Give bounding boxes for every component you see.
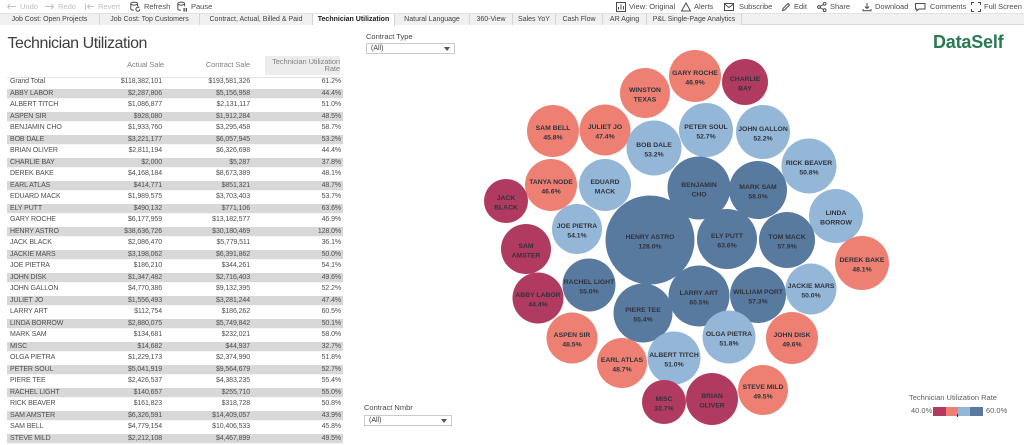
svg-text:EARL ATLAS: EARL ATLAS: [601, 357, 644, 364]
svg-text:DEREK BAKE: DEREK BAKE: [840, 257, 885, 264]
svg-text:RICK BEAVER: RICK BEAVER: [786, 160, 832, 167]
svg-text:JOHN GALLON: JOHN GALLON: [738, 126, 788, 133]
svg-text:44.4%: 44.4%: [528, 301, 547, 308]
svg-text:BOB DALE: BOB DALE: [636, 142, 672, 149]
svg-text:JOHN DISK: JOHN DISK: [773, 332, 810, 339]
svg-text:CHARLIE: CHARLIE: [730, 76, 761, 83]
svg-text:EDUARD: EDUARD: [590, 179, 619, 186]
svg-text:SAM BELL: SAM BELL: [536, 125, 571, 132]
svg-text:BRIAN: BRIAN: [701, 393, 723, 400]
svg-text:RACHEL LIGHT: RACHEL LIGHT: [564, 279, 615, 286]
svg-text:PIERE TEE: PIERE TEE: [625, 307, 661, 314]
svg-text:BAY: BAY: [738, 85, 752, 92]
svg-text:JACKIE MARS: JACKIE MARS: [788, 283, 835, 290]
svg-text:51.8%: 51.8%: [719, 340, 738, 347]
svg-text:WILLIAM PORT: WILLIAM PORT: [733, 289, 784, 296]
svg-text:128.0%: 128.0%: [638, 243, 661, 250]
svg-text:57.3%: 57.3%: [748, 298, 767, 305]
svg-text:HENRY ASTRO: HENRY ASTRO: [626, 234, 675, 241]
svg-text:54.1%: 54.1%: [567, 232, 586, 239]
svg-text:53.2%: 53.2%: [644, 151, 663, 158]
svg-text:MISC: MISC: [656, 396, 673, 403]
svg-text:BLACK: BLACK: [494, 204, 518, 211]
svg-text:PETER SOUL: PETER SOUL: [684, 124, 727, 131]
svg-text:48.1%: 48.1%: [852, 266, 871, 273]
svg-text:GARY ROCHE: GARY ROCHE: [672, 70, 718, 77]
svg-text:57.9%: 57.9%: [777, 243, 796, 250]
svg-text:58.0%: 58.0%: [748, 193, 767, 200]
svg-text:ASPEN SIR: ASPEN SIR: [554, 332, 591, 339]
svg-text:46.9%: 46.9%: [685, 79, 704, 86]
svg-text:MARK SAM: MARK SAM: [739, 184, 777, 191]
svg-text:JOE PIETRA: JOE PIETRA: [557, 223, 598, 230]
svg-text:48.7%: 48.7%: [612, 366, 631, 373]
svg-text:CHO: CHO: [691, 191, 706, 198]
svg-text:52.7%: 52.7%: [696, 133, 715, 140]
svg-text:50.0%: 50.0%: [801, 292, 820, 299]
svg-text:55.4%: 55.4%: [633, 316, 652, 323]
svg-text:60.5%: 60.5%: [689, 299, 708, 306]
svg-text:47.4%: 47.4%: [595, 133, 614, 140]
svg-text:JACK: JACK: [497, 195, 516, 202]
svg-text:SAM: SAM: [518, 243, 533, 250]
svg-text:LINDA: LINDA: [826, 210, 847, 217]
svg-text:55.0%: 55.0%: [579, 288, 598, 295]
svg-text:MACK: MACK: [595, 188, 615, 195]
svg-text:TEXAS: TEXAS: [634, 96, 657, 103]
svg-text:49.5%: 49.5%: [753, 393, 772, 400]
svg-text:WINSTON: WINSTON: [629, 87, 661, 94]
svg-text:49.6%: 49.6%: [782, 341, 801, 348]
svg-text:32.7%: 32.7%: [654, 405, 673, 412]
svg-text:LARRY ART: LARRY ART: [680, 290, 719, 297]
svg-text:48.5%: 48.5%: [562, 341, 581, 348]
svg-text:AMSTER: AMSTER: [512, 252, 541, 259]
svg-text:JULIET JO: JULIET JO: [588, 124, 622, 131]
svg-text:BENJAMIN: BENJAMIN: [681, 182, 717, 189]
svg-text:ABBY LABOR: ABBY LABOR: [515, 292, 560, 299]
svg-text:OLGA PIETRA: OLGA PIETRA: [706, 331, 752, 338]
svg-text:50.8%: 50.8%: [799, 169, 818, 176]
svg-text:45.8%: 45.8%: [543, 134, 562, 141]
svg-text:TANYA NODE: TANYA NODE: [529, 179, 573, 186]
svg-text:STEVE MILD: STEVE MILD: [743, 384, 784, 391]
svg-text:46.6%: 46.6%: [541, 188, 560, 195]
svg-text:OLIVER: OLIVER: [699, 402, 724, 409]
svg-text:63.6%: 63.6%: [717, 242, 736, 249]
svg-text:52.2%: 52.2%: [753, 135, 772, 142]
svg-text:ALBERT TITCH: ALBERT TITCH: [649, 352, 699, 359]
svg-text:51.0%: 51.0%: [664, 361, 683, 368]
svg-text:ELY PUTT: ELY PUTT: [711, 233, 744, 240]
svg-text:TOM MACK: TOM MACK: [768, 234, 805, 241]
svg-text:BORROW: BORROW: [820, 219, 852, 226]
